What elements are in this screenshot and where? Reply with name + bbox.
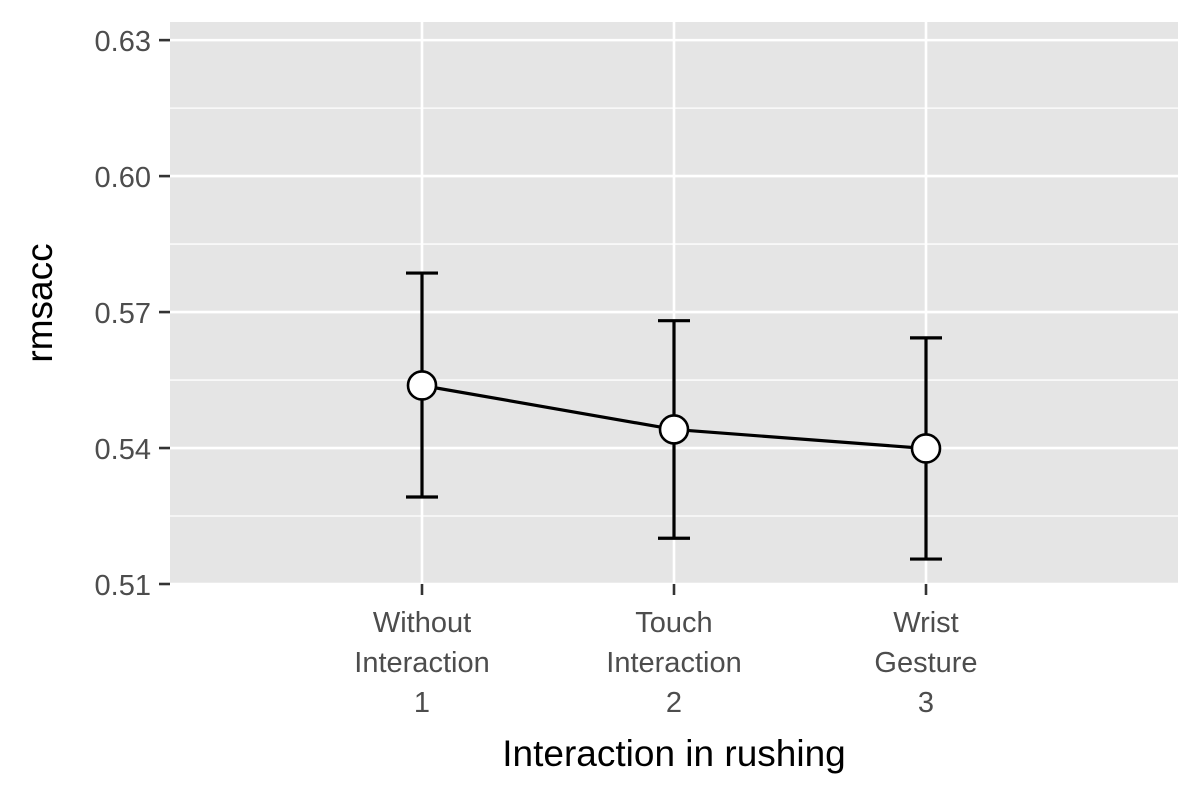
x-tick-label-line: Interaction (606, 647, 741, 679)
y-tick-label: 0.60 (95, 162, 151, 194)
y-tick-label: 0.63 (95, 26, 151, 58)
y-tick-label: 0.51 (95, 570, 151, 602)
series-layer (406, 271, 942, 561)
x-tick-label-line: Interaction (354, 647, 489, 679)
data-point (658, 414, 690, 445)
y-tick-label: 0.57 (95, 298, 151, 330)
x-tick-label: Without Interaction 1 (354, 607, 489, 719)
y-axis-title: rmsacc (19, 243, 60, 362)
x-tick-label-line: 2 (666, 687, 682, 719)
x-tick-label-line: 1 (414, 687, 430, 719)
y-axis: 0.51 0.54 0.57 0.60 0.63 (95, 26, 170, 602)
x-tick-label-line: Gesture (874, 647, 977, 679)
major-gridlines (170, 22, 1178, 586)
x-axis-title: Interaction in rushing (502, 733, 845, 774)
x-tick-label-line: 3 (918, 687, 934, 719)
x-tick-label: Wrist Gesture 3 (874, 607, 977, 719)
y-tick-label: 0.54 (95, 434, 151, 466)
x-tick-label-line: Without (373, 607, 471, 639)
x-tick-label: Touch Interaction 2 (606, 607, 741, 719)
data-point (910, 433, 942, 464)
x-tick-label-line: Wrist (893, 607, 959, 639)
x-axis: Without Interaction 1 Touch Interaction 2 Wris… (354, 584, 978, 719)
data-point (406, 370, 438, 401)
x-tick-label-line: Touch (635, 607, 712, 639)
